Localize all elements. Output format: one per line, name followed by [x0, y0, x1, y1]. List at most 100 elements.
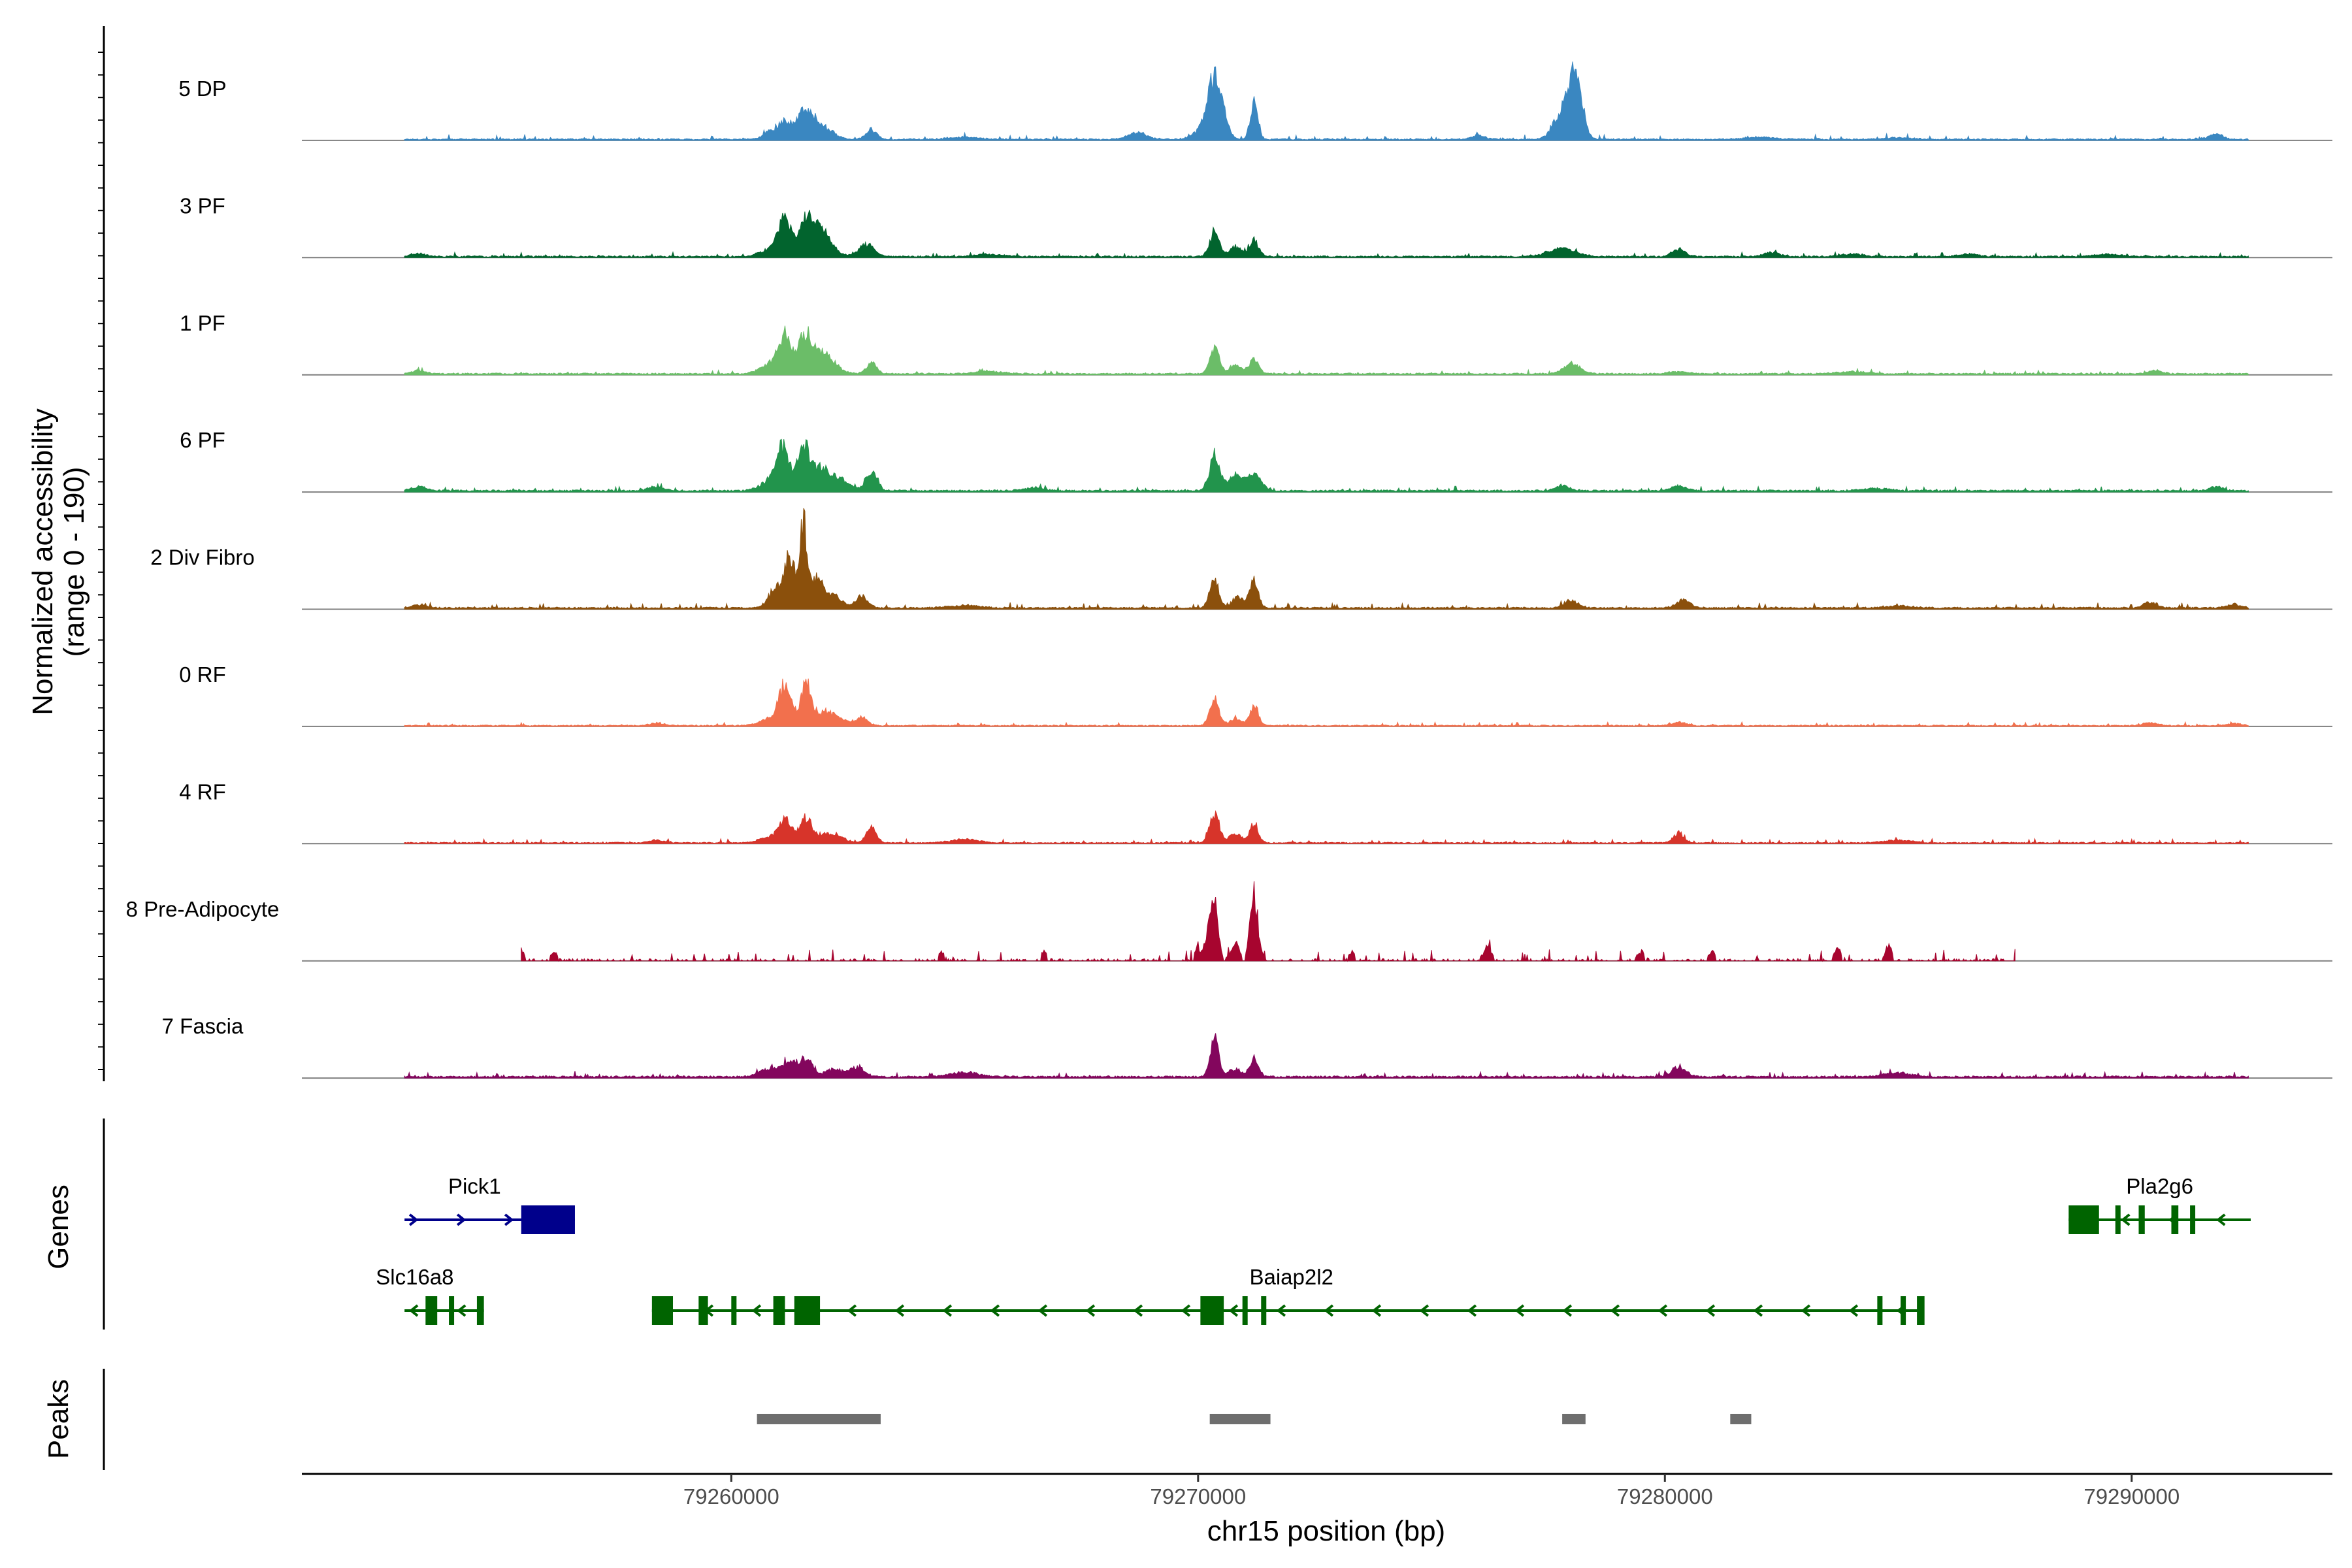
strand-arrow	[1801, 1304, 1811, 1317]
exon	[2068, 1205, 2099, 1234]
track-label: 2 Div Fibro	[150, 546, 255, 570]
strand-arrow	[751, 1304, 762, 1317]
strand-arrow	[1848, 1304, 1859, 1317]
strand-arrow	[847, 1304, 857, 1317]
coverage-track: 5 DP	[178, 61, 2332, 141]
strand-arrow	[2216, 1213, 2226, 1226]
coverage-area	[404, 325, 2249, 376]
track-label: 3 PF	[180, 193, 225, 218]
coverage-track: 4 RF	[179, 779, 2332, 845]
exon	[794, 1296, 821, 1325]
x-tick-label: 79290000	[2083, 1484, 2180, 1509]
exon	[1901, 1296, 1906, 1325]
peak-region	[1209, 1414, 1271, 1424]
strand-arrow	[408, 1213, 419, 1226]
strand-arrow	[1228, 1304, 1239, 1317]
track-label: 6 PF	[180, 428, 225, 452]
exon	[1200, 1296, 1224, 1325]
strand-arrow	[1705, 1304, 1716, 1317]
exon	[476, 1296, 484, 1325]
strand-arrow	[2121, 1213, 2131, 1226]
coverage-area	[404, 210, 2249, 258]
exon	[2171, 1205, 2179, 1234]
gene-name: Pick1	[448, 1174, 501, 1198]
exon	[2190, 1205, 2196, 1234]
strand-arrow	[1658, 1304, 1668, 1317]
coverage-area	[404, 61, 2249, 141]
coverage-track: 2 Div Fibro	[150, 508, 2332, 610]
strand-arrow	[1085, 1304, 1096, 1317]
strand-arrow	[942, 1304, 953, 1317]
coverage-area	[404, 678, 2249, 727]
genes-panel-title: Genes	[42, 1184, 74, 1269]
strand-arrow	[1181, 1304, 1191, 1317]
coverage-area	[404, 1033, 2249, 1079]
exon	[1242, 1296, 1248, 1325]
x-axis-title: chr15 position (bp)	[1207, 1515, 1445, 1547]
strand-arrow	[408, 1304, 419, 1317]
coverage-track: 6 PF	[180, 428, 2332, 493]
track-label: 1 PF	[180, 311, 225, 335]
exon	[731, 1296, 737, 1325]
exon	[425, 1296, 438, 1325]
strand-arrow	[1753, 1304, 1763, 1317]
track-label: 5 DP	[178, 76, 226, 101]
strand-arrow	[456, 1304, 466, 1317]
coverage-track: 1 PF	[180, 311, 2332, 376]
gene-model: Baiap2l2	[651, 1265, 1925, 1325]
gene-name: Baiap2l2	[1249, 1265, 1333, 1289]
x-axis: 79260000 79270000 79280000 79290000	[302, 1473, 2332, 1509]
strand-arrow	[990, 1304, 1000, 1317]
coverage-tracks: 5 DP 3 PF 1 PF 6 PF 2 Div Fibro 0 RF 4 RF 8 Pre…	[98, 26, 2332, 1081]
exon	[2138, 1205, 2145, 1234]
exon	[1877, 1296, 1883, 1325]
track-label: 8 Pre-Adipocyte	[126, 897, 280, 921]
gene-name: Slc16a8	[376, 1265, 453, 1289]
strand-arrow	[894, 1304, 905, 1317]
exon	[1261, 1296, 1267, 1325]
coverage-track: 3 PF	[180, 193, 2332, 259]
strand-arrow	[1419, 1304, 1429, 1317]
gene-model: Pick1	[404, 1174, 575, 1234]
coverage-area	[521, 881, 2016, 962]
coverage-track: 0 RF	[179, 662, 2332, 727]
exon	[773, 1296, 785, 1325]
peaks-panel-title: Peaks	[42, 1379, 74, 1459]
track-label: 7 Fascia	[162, 1014, 244, 1038]
x-tick-label: 79260000	[683, 1484, 779, 1509]
exon	[698, 1296, 708, 1325]
exon	[2115, 1205, 2121, 1234]
genes-panel: Pick1 Pla2g6 Slc16a8 Baiap2l2	[103, 1119, 2251, 1330]
strand-arrow	[1133, 1304, 1143, 1317]
peak-region	[1730, 1414, 1752, 1424]
peak-region	[757, 1414, 881, 1424]
strand-arrow	[1037, 1304, 1048, 1317]
exon	[651, 1296, 674, 1325]
track-label: 0 RF	[179, 662, 226, 687]
coverage-track: 8 Pre-Adipocyte	[126, 881, 2332, 962]
coverage-track: 7 Fascia	[162, 1014, 2332, 1079]
strand-arrow	[504, 1213, 514, 1226]
x-tick-label: 79280000	[1617, 1484, 1713, 1509]
y-axis-title-line1: Normalized accessibility	[27, 408, 59, 715]
coverage-area	[404, 809, 2249, 844]
strand-arrow	[1276, 1304, 1286, 1317]
track-label: 4 RF	[179, 779, 226, 804]
strand-arrow	[1610, 1304, 1620, 1317]
strand-arrow	[1371, 1304, 1382, 1317]
strand-arrow	[1467, 1304, 1477, 1317]
strand-arrow	[456, 1213, 466, 1226]
exon	[1919, 1296, 1925, 1325]
x-tick-label: 79270000	[1150, 1484, 1246, 1509]
coverage-area	[404, 508, 2249, 610]
peaks-panel	[103, 1369, 1752, 1470]
coverage-area	[404, 438, 2249, 493]
gene-model: Pla2g6	[2068, 1174, 2251, 1234]
exon	[449, 1296, 455, 1325]
gene-model: Slc16a8	[376, 1265, 484, 1325]
strand-arrow	[1514, 1304, 1525, 1317]
strand-arrow	[1562, 1304, 1573, 1317]
peak-region	[1562, 1414, 1586, 1424]
gene-name: Pla2g6	[2126, 1174, 2193, 1198]
